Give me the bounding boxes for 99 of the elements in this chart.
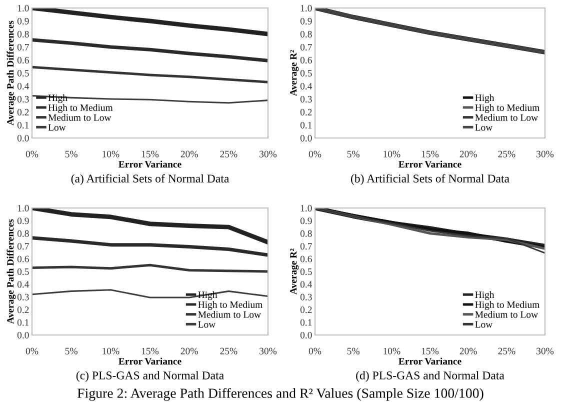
legend-label: High (475, 94, 494, 104)
y-tick-label: 0.7 (17, 44, 29, 51)
x-axis-title: Error Variance (118, 358, 182, 365)
legend-label: High to Medium (198, 301, 262, 310)
x-tick-label: 10% (384, 150, 400, 158)
y-tick-label: 0.0 (300, 332, 312, 339)
x-tick-label: 25% (220, 348, 238, 354)
y-tick-label: 0.1 (300, 122, 312, 129)
text: (d) PLS-GAS and Normal Data (356, 371, 504, 382)
y-tick-label: 0.4 (300, 82, 312, 90)
x-tick-label: 0% (308, 348, 322, 354)
x-tick-label: 25% (498, 348, 516, 354)
y-tick-label: 0.1 (17, 319, 29, 326)
y-tick-label: 0.0 (17, 134, 29, 142)
y-tick-label: 0.8 (300, 30, 312, 38)
y-tick-label: 0.4 (17, 82, 30, 90)
y-tick-label: 0.5 (300, 268, 312, 276)
x-tick-label: 20% (180, 348, 198, 354)
y-tick-label: 0.6 (300, 256, 312, 262)
y-tick-label: 0.1 (17, 122, 29, 129)
x-tick-label: 25% (220, 150, 238, 158)
legend-label: Medium to Low (48, 114, 112, 121)
y-tick-label: 0.3 (300, 96, 312, 103)
x-tick-label: 5% (347, 348, 360, 354)
y-axis-title: Average Path Differences (6, 219, 16, 324)
legend-label: Low (48, 124, 66, 131)
x-tick-label: 0% (308, 150, 322, 158)
text: (b) Artificial Sets of Normal Data (351, 174, 510, 185)
y-tick-label: 0.7 (17, 243, 29, 250)
x-tick-label: 30% (536, 348, 554, 354)
text: (a) Artificial Sets of Normal Data (71, 174, 230, 185)
x-axis-title: Error Variance (398, 358, 462, 365)
y-axis-title: Average Path Differences (6, 20, 16, 126)
y-tick-label: 0.2 (17, 306, 29, 314)
y-tick-label: 0.2 (300, 306, 312, 314)
y-tick-label: 0.9 (300, 218, 312, 224)
y-tick-label: 0.5 (300, 70, 312, 77)
x-tick-label: 15% (142, 150, 159, 158)
x-tick-label: 15% (422, 348, 439, 354)
y-tick-label: 1.0 (300, 4, 312, 12)
x-tick-label: 20% (460, 348, 477, 354)
y-tick-label: 0.6 (300, 56, 312, 64)
x-tick-label: 20% (180, 150, 198, 158)
y-tick-label: 0.0 (17, 332, 29, 339)
y-tick-label: 0.2 (300, 108, 312, 116)
x-tick-label: 0% (26, 348, 38, 354)
x-tick-label: 0% (26, 150, 38, 158)
y-tick-label: 1.0 (300, 204, 312, 212)
x-tick-label: 5% (347, 150, 360, 158)
x-tick-label: 5% (65, 348, 78, 354)
y-tick-label: 0.6 (17, 56, 29, 64)
legend-label: High to Medium (475, 104, 540, 113)
y-tick-label: 0.6 (17, 256, 29, 262)
legend-label: High (475, 291, 494, 300)
y-tick-label: 0.7 (300, 243, 312, 250)
x-tick-label: 30% (260, 348, 277, 354)
x-tick-label: 10% (102, 150, 120, 158)
y-tick-label: 0.5 (17, 268, 29, 276)
x-tick-label: 30% (260, 150, 277, 158)
y-tick-label: 0.3 (17, 96, 29, 103)
y-tick-label: 1.0 (18, 204, 29, 212)
y-tick-label: 0.3 (17, 294, 29, 300)
y-tick-label: 0.9 (17, 218, 29, 224)
y-tick-label: 0.8 (300, 230, 312, 237)
y-tick-label: 0.5 (17, 70, 29, 77)
y-tick-label: 0.3 (300, 294, 312, 300)
y-tick-label: 0.0 (300, 134, 312, 142)
legend-label: Medium to Low (475, 310, 538, 318)
y-tick-label: 0.8 (17, 30, 29, 38)
x-axis-title: Error Variance (118, 160, 182, 168)
legend-label: Low (475, 124, 493, 131)
caption: Figure 2: Average Path Differences and R² Values (Sample Size 100/100) (77, 388, 484, 401)
legend-label: High to Medium (475, 301, 540, 310)
x-axis-title: Error Variance (398, 160, 462, 168)
text: (c) PLS-GAS and Normal Data (76, 371, 224, 382)
x-tick-label: 30% (536, 150, 554, 158)
x-tick-label: 5% (65, 150, 78, 158)
y-tick-label: 0.9 (300, 18, 312, 25)
y-tick-label: 0.9 (17, 18, 29, 25)
x-tick-label: 20% (460, 150, 477, 158)
x-tick-label: 10% (102, 348, 120, 354)
legend-label: Medium to Low (475, 114, 538, 121)
y-tick-label: 1.0 (18, 4, 29, 12)
y-tick-label: 0.1 (300, 319, 312, 326)
y-axis-title: Average R² (290, 248, 299, 295)
legend-label: High to Medium (48, 104, 113, 113)
x-tick-label: 15% (422, 150, 439, 158)
y-axis-title: Average R² (290, 50, 299, 96)
y-tick-label: 0.4 (17, 281, 30, 288)
y-tick-label: 0.2 (17, 108, 29, 116)
legend-label: Low (198, 321, 216, 328)
y-tick-label: 0.7 (300, 44, 312, 51)
x-tick-label: 25% (498, 150, 516, 158)
legend-label: Medium to Low (198, 310, 261, 318)
legend-label: Low (475, 321, 493, 328)
y-tick-label: 0.4 (300, 281, 312, 288)
x-tick-label: 10% (384, 348, 400, 354)
y-tick-label: 0.8 (17, 230, 29, 237)
x-tick-label: 15% (142, 348, 159, 354)
